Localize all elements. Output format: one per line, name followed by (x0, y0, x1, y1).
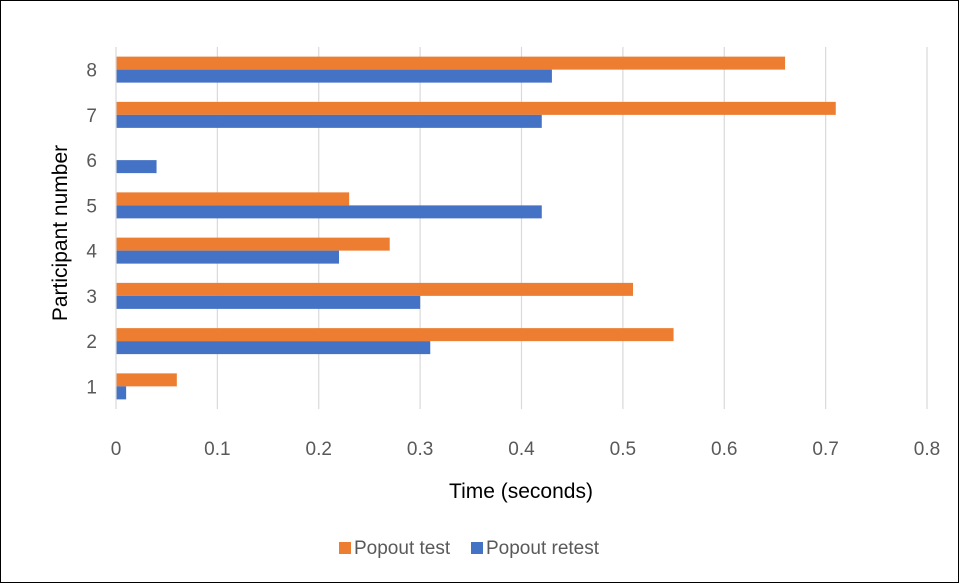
bar-popout-retest-7 (116, 114, 542, 128)
bar-popout-test-5 (116, 192, 350, 206)
tick-labels: 0 0.1 0.2 0.3 0.4 0.5 0.6 0.7 0.8 1 2 3 4 5 6 7 8 (86, 61, 940, 460)
x-tick-label-4: 0.4 (508, 439, 535, 460)
y-tick-label-3: 3 (86, 287, 97, 308)
y-tick-label-4: 4 (86, 242, 97, 263)
bars (116, 56, 836, 400)
y-tick-label-6: 6 (86, 151, 97, 172)
y-axis-title: Participant number (49, 145, 72, 321)
bar-popout-test-3 (116, 282, 634, 296)
bar-popout-test-1 (116, 373, 177, 387)
bar-popout-retest-3 (116, 295, 421, 309)
bar-popout-retest-5 (116, 205, 542, 219)
legend-label-popout-test: Popout test (354, 538, 451, 559)
y-tick-label-7: 7 (86, 106, 97, 127)
bar-popout-retest-2 (116, 341, 431, 355)
y-tick-label-2: 2 (86, 332, 97, 353)
y-tick-label-1: 1 (86, 377, 97, 398)
x-tick-label-2: 0.2 (306, 439, 332, 460)
y-tick-label-8: 8 (86, 61, 97, 82)
x-tick-label-7: 0.7 (812, 439, 838, 460)
bar-popout-test-4 (116, 237, 390, 251)
y-tick-label-5: 5 (86, 196, 97, 217)
bar-popout-retest-1 (116, 386, 127, 400)
x-tick-label-3: 0.3 (407, 439, 433, 460)
legend-swatch-popout-retest (471, 542, 483, 554)
grid-lines (216, 47, 928, 409)
x-axis-title: Time (seconds) (449, 480, 593, 503)
x-tick-label-8: 0.8 (914, 439, 940, 460)
bar-popout-retest-6 (116, 160, 157, 174)
x-tick-label-1: 0.1 (204, 439, 230, 460)
bar-popout-test-8 (116, 56, 786, 70)
legend-label-popout-retest: Popout retest (486, 538, 600, 559)
bar-popout-test-2 (116, 328, 674, 342)
bar-popout-retest-8 (116, 69, 552, 83)
bar-popout-retest-4 (116, 250, 340, 264)
x-tick-label-5: 0.5 (610, 439, 636, 460)
bar-popout-test-7 (116, 101, 836, 115)
x-tick-label-6: 0.6 (711, 439, 737, 460)
legend-swatch-popout-test (339, 542, 351, 554)
legend: Popout test Popout retest (339, 538, 600, 559)
x-tick-label-0: 0 (111, 439, 122, 460)
